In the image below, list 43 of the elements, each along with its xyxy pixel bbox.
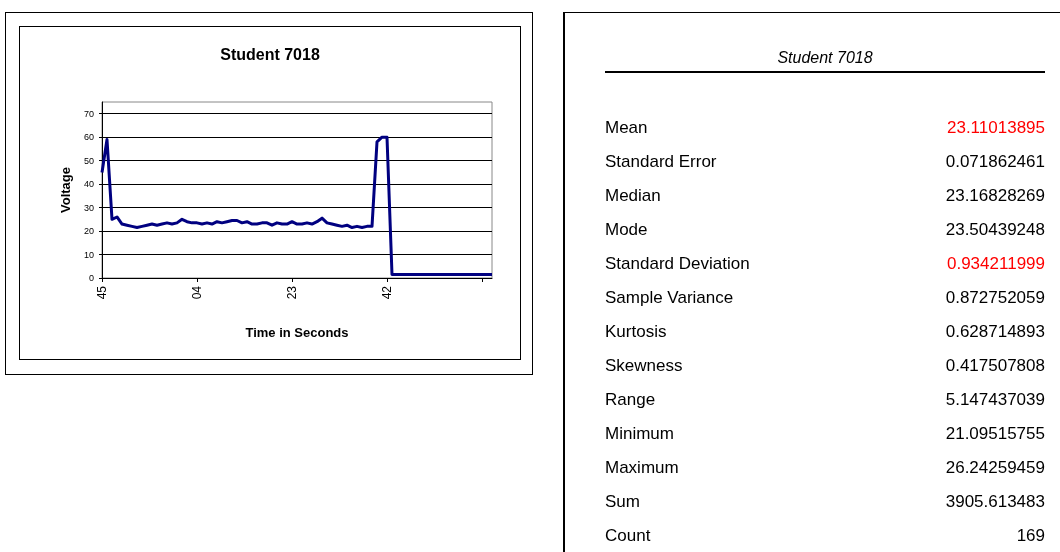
text: 5.147437039 [945, 390, 1045, 410]
text: Mode [605, 220, 648, 240]
text: Maximum [605, 458, 679, 478]
y-axis-title: Voltage [58, 167, 73, 213]
text: Median [605, 186, 661, 206]
text: 26.24259459 [945, 458, 1045, 478]
y-tick-label: 50 [83, 155, 94, 166]
text: Count [605, 526, 651, 546]
x-tick-label: 23 [285, 285, 299, 300]
text: Kurtosis [605, 322, 667, 342]
text: Standard Error [605, 152, 717, 172]
text: 0.628714893 [945, 322, 1045, 342]
text: Standard Deviation [605, 254, 750, 274]
text: 21.09515755 [945, 424, 1045, 444]
y-tick-label: 70 [83, 108, 94, 119]
y-tick-label: 20 [83, 226, 94, 237]
text: 0.872752059 [945, 288, 1045, 308]
text: 0.071862461 [945, 152, 1045, 172]
text: 0.934211999 [946, 254, 1045, 274]
y-tick-label: 10 [83, 249, 94, 260]
text: 23.11013895 [946, 118, 1045, 138]
y-tick-label: 0 [88, 273, 94, 283]
text: 3905.613483 [945, 492, 1045, 512]
text: Sum [605, 492, 640, 512]
x-tick-label: 45 [95, 285, 109, 300]
y-tick-label: 40 [83, 179, 94, 190]
x-tick-label: 42 [380, 285, 394, 300]
text: 23.16828269 [945, 186, 1045, 206]
text: Mean [605, 118, 648, 138]
text: Student 7018 [605, 49, 1045, 73]
x-axis-title: Time in Seconds [245, 325, 349, 340]
text: Sample Variance [605, 288, 734, 308]
text: 0.417507808 [945, 356, 1045, 376]
text: 169 [1016, 526, 1045, 546]
line-series [100, 135, 494, 276]
x-tick-label: 04 [190, 285, 204, 300]
y-tick-label: 60 [83, 132, 94, 143]
text: Range [605, 390, 656, 410]
text: 23.50439248 [945, 220, 1045, 240]
text: Skewness [605, 356, 683, 376]
y-tick-label: 30 [83, 202, 94, 213]
text: Minimum [605, 424, 674, 444]
chart-title: Student 7018 [220, 45, 320, 63]
